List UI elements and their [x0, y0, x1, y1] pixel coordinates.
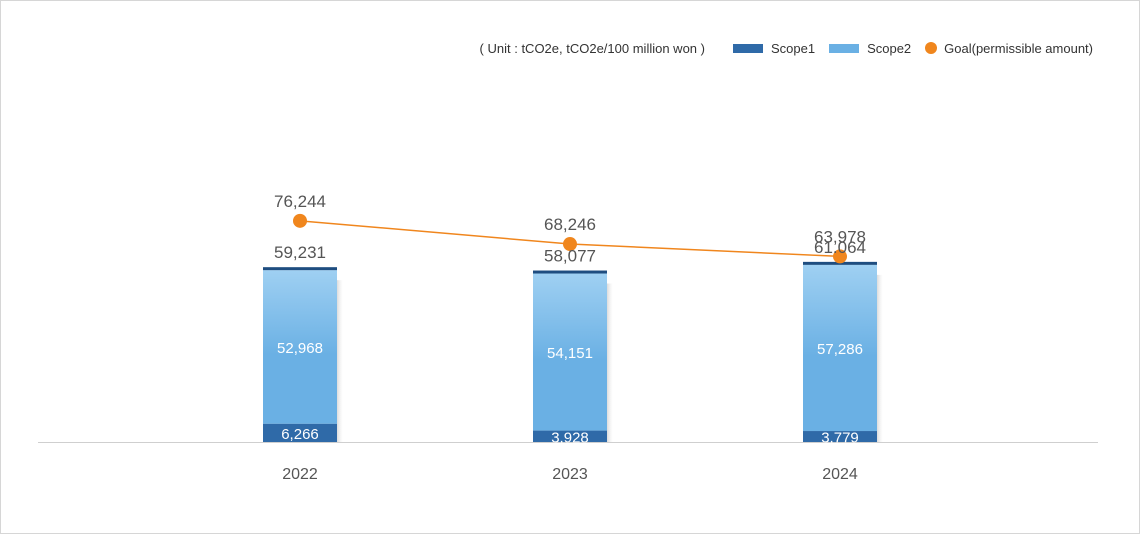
- goal-value-label: 68,246: [544, 215, 596, 234]
- bar-scope2-2023: [533, 273, 607, 431]
- bar-shadow: [607, 283, 613, 442]
- goal-point-2024: [833, 249, 847, 264]
- bar-scope1-2024: [803, 431, 877, 442]
- legend-item-scope1: Scope1: [732, 40, 816, 56]
- bar-scope1-2022: [263, 423, 337, 442]
- total-value-label: 58,077: [544, 247, 596, 266]
- bar-scope2-2024: [803, 264, 877, 432]
- scope1-value-label: 3,779: [821, 430, 859, 447]
- x-tick-label: 2024: [822, 466, 858, 483]
- scope1-value-label: 3,928: [551, 429, 589, 446]
- bar-total-cap-2022: [263, 267, 337, 271]
- unit-label: ( Unit : tCO2e, tCO2e/100 million won ): [479, 40, 705, 56]
- x-tick-label: 2023: [552, 466, 588, 483]
- scope2-value-label: 57,286: [817, 341, 863, 358]
- legend-item-scope2: Scope2: [829, 41, 911, 56]
- total-value-label: 59,231: [274, 243, 326, 262]
- bar-shadow: [877, 274, 883, 442]
- scope2-value-label: 54,151: [547, 345, 593, 362]
- legend-label-scope1: Scope1: [770, 40, 816, 56]
- chart-legend: ( Unit : tCO2e, tCO2e/100 million won ) …: [480, 39, 1093, 57]
- goal-point-2022: [293, 213, 307, 228]
- scope1-value-label: 6,266: [281, 426, 319, 443]
- legend-item-goal: Goal(permissible amount): [925, 41, 1093, 56]
- goal-value-label: 76,244: [274, 192, 326, 211]
- bar-scope1-2023: [533, 430, 607, 442]
- legend-swatch-goal: [925, 42, 938, 54]
- total-value-label: 61.064: [814, 238, 866, 257]
- bar-total-cap-2023: [533, 270, 607, 274]
- bar-scope2-2022: [263, 270, 337, 424]
- legend-swatch-scope1: [732, 43, 763, 53]
- scope2-value-label: 52,968: [277, 340, 323, 357]
- bar-shadow: [337, 280, 343, 442]
- goal-point-2023: [563, 237, 577, 252]
- legend-swatch-scope2: [829, 43, 860, 53]
- goal-value-label: 63,978: [814, 227, 866, 246]
- legend-label-goal: Goal(permissible amount): [944, 40, 1093, 56]
- legend-label-scope2: Scope2: [867, 40, 912, 56]
- x-tick-label: 2022: [282, 466, 318, 483]
